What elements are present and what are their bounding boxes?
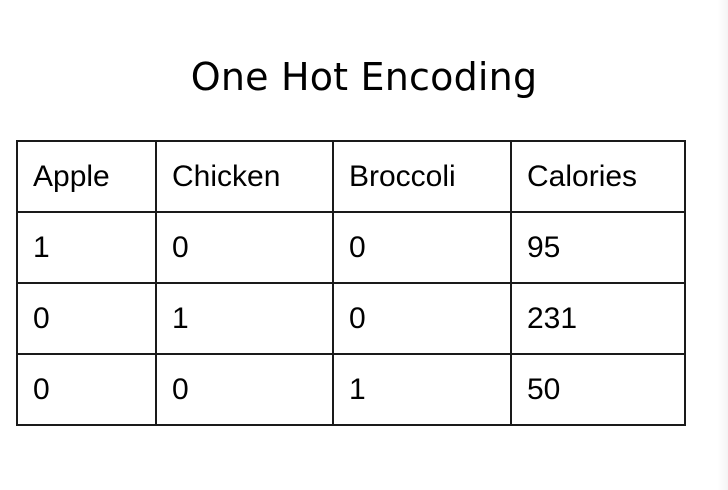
- table-cell: 231: [510, 282, 686, 355]
- table-row: 0 1 0 231: [16, 282, 686, 355]
- table-cell: 50: [510, 353, 686, 426]
- table-cell: 0: [332, 282, 512, 355]
- page-title: One Hot Encoding: [190, 55, 538, 99]
- header-apple: Apple: [16, 140, 157, 213]
- table-cell: 0: [16, 282, 157, 355]
- header-chicken: Chicken: [155, 140, 334, 213]
- table-cell: 0: [16, 353, 157, 426]
- table-cell: 0: [155, 353, 334, 426]
- table-cell: 1: [332, 353, 512, 426]
- table-cell: 1: [16, 211, 157, 284]
- table-cell: 0: [155, 211, 334, 284]
- page-edge-shadow: [718, 0, 728, 490]
- header-calories: Calories: [510, 140, 686, 213]
- table-cell: 1: [155, 282, 334, 355]
- table-header-row: Apple Chicken Broccoli Calories: [16, 140, 686, 213]
- table-row: 0 0 1 50: [16, 353, 686, 426]
- one-hot-table: Apple Chicken Broccoli Calories 1 0 0 95…: [16, 140, 686, 426]
- header-broccoli: Broccoli: [332, 140, 512, 213]
- table-row: 1 0 0 95: [16, 211, 686, 284]
- table-cell: 95: [510, 211, 686, 284]
- table-cell: 0: [332, 211, 512, 284]
